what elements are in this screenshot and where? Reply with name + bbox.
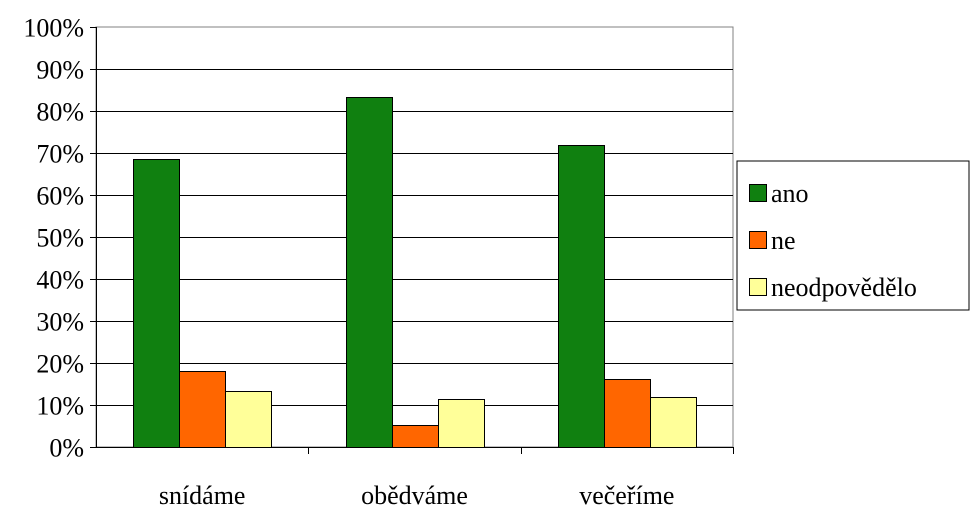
bar-neodpovědělo-obědváme	[438, 399, 485, 448]
y-tick-label: 10%	[36, 392, 84, 421]
legend-box	[736, 160, 970, 311]
y-tick-label: 50%	[36, 224, 84, 253]
legend-swatch-ano	[749, 184, 767, 202]
bars	[133, 97, 697, 448]
legend-swatch-neodpovědělo	[749, 278, 767, 296]
y-tick-label: 70%	[36, 140, 84, 169]
y-tick-label: 100%	[23, 14, 84, 43]
x-category-label: obědváme	[361, 481, 468, 510]
y-tick-label: 30%	[36, 308, 84, 337]
bar-ne-večeříme	[604, 379, 651, 448]
bar-ano-večeříme	[558, 145, 605, 448]
x-category-label: večeříme	[579, 481, 674, 510]
legend-label-ano: ano	[771, 179, 809, 208]
y-tick-label: 20%	[36, 350, 84, 379]
bar-ano-snídáme	[133, 159, 180, 448]
bar-ne-snídáme	[179, 371, 226, 448]
x-category-label: snídáme	[159, 481, 246, 510]
y-tick-label: 90%	[36, 56, 84, 85]
legend-label-neodpovědělo: neodpovědělo	[771, 273, 917, 302]
y-tick-label: 60%	[36, 182, 84, 211]
axes	[90, 27, 734, 454]
y-tick-label: 80%	[36, 98, 84, 127]
x-category-labels: snídáme obědváme večeříme	[159, 481, 675, 510]
legend: ano ne neodpovědělo	[736, 160, 970, 311]
bar-ne-obědváme	[392, 425, 439, 448]
bar-neodpovědělo-snídáme	[225, 391, 272, 448]
y-tick-labels: 0% 10% 20% 30% 40% 50% 60% 70% 80% 90% 100%	[23, 14, 84, 463]
y-tick-label: 40%	[36, 266, 84, 295]
bar-ano-obědváme	[346, 97, 393, 448]
y-tick-label: 0%	[49, 434, 84, 463]
legend-label-ne: ne	[771, 226, 796, 255]
bar-neodpovědělo-večeříme	[650, 397, 697, 448]
legend-swatch-ne	[749, 231, 767, 249]
